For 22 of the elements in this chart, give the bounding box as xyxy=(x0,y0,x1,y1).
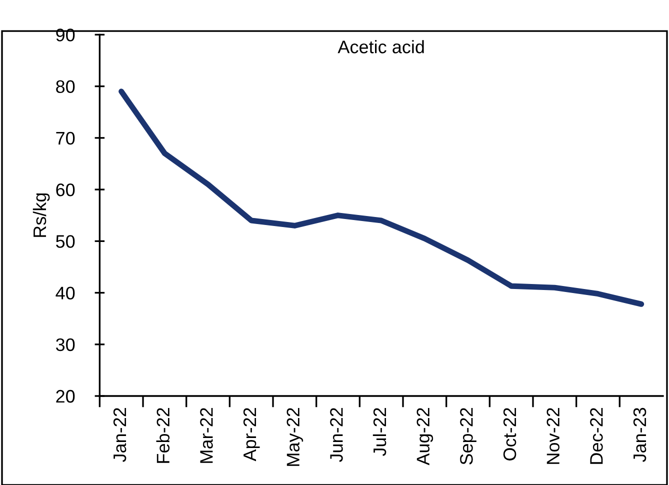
x-tick-label: Sep-22 xyxy=(460,408,476,465)
x-tick-label: Jul-22 xyxy=(372,408,386,456)
x-tick-label: Mar-22 xyxy=(200,408,213,463)
x-tick-label: Aug-22 xyxy=(416,408,434,466)
y-tick-label: 70 xyxy=(56,132,75,145)
y-tick-label: 20 xyxy=(56,390,75,403)
x-tick-label: Apr-22 xyxy=(243,408,260,462)
y-tick-label: 50 xyxy=(56,235,75,248)
x-tick-label: Dec-22 xyxy=(590,408,603,464)
x-tick-label: Jun-22 xyxy=(330,408,343,462)
x-tick-label: Nov-22 xyxy=(546,408,560,464)
x-tick-label: Feb-22 xyxy=(156,408,170,463)
x-tick-label: Jan-22 xyxy=(113,408,126,462)
y-tick-label: 60 xyxy=(56,183,75,196)
y-tick-label: 40 xyxy=(56,286,75,300)
x-tick-label: Jan-23 xyxy=(633,408,646,462)
x-tick-label: May-22 xyxy=(286,408,304,466)
y-tick-label: 30 xyxy=(56,338,75,352)
y-tick-label: 80 xyxy=(56,80,75,94)
y-axis-title: Rs/kg xyxy=(32,193,50,237)
chart-title: Acetic acid xyxy=(338,40,424,54)
x-tick-label: Oct-22 xyxy=(503,408,516,460)
